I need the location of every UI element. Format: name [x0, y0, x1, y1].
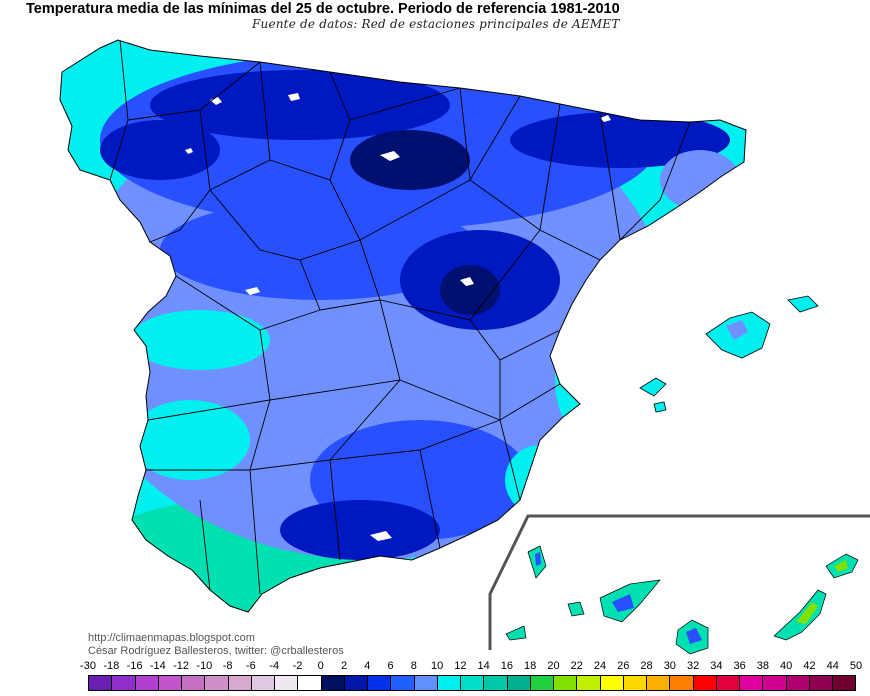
pyrenees-zone	[510, 112, 730, 168]
legend-label: 24	[593, 660, 607, 672]
legend-label: -8	[222, 660, 233, 672]
galicia-interior-zone	[100, 120, 220, 180]
legend-swatch	[507, 676, 531, 690]
legend-swatch	[763, 676, 787, 690]
tajo-valley-zone	[130, 310, 270, 370]
legend-swatch	[623, 676, 647, 690]
sierra-nevada-zone	[280, 500, 440, 560]
province-borders	[109, 40, 691, 595]
legend-swatch	[205, 676, 229, 690]
legend-swatch	[600, 676, 624, 690]
legend-label: -2	[292, 660, 303, 672]
legend-label: 22	[570, 660, 583, 672]
map-title: Temperatura media de las mínimas del 25 …	[26, 1, 620, 17]
canary-islands-inset	[488, 514, 870, 655]
legend-label: 32	[686, 660, 700, 672]
map-subtitle: Fuente de datos: Red de estaciones princ…	[252, 17, 620, 31]
legend-labels: -30 -18 -16 -14 -12 -10 -8 -6 -4 -2 0 2 4 6 8 10 12 14 16 1…	[0, 660, 870, 674]
legend-swatch	[484, 676, 508, 690]
legend-label: 14	[477, 660, 490, 672]
blog-url[interactable]: http://climaenmapas.blogspot.com	[88, 632, 255, 644]
cantabrian-zone	[150, 70, 450, 140]
legend-swatch	[716, 676, 740, 690]
legend-label: 6	[387, 660, 394, 672]
la-gomera	[567, 601, 585, 617]
legend-label: 50	[849, 660, 863, 672]
legend-label: 20	[547, 660, 560, 672]
legend-swatch	[298, 676, 322, 690]
legend-label: 0	[317, 660, 324, 672]
legend-label: -30	[80, 660, 96, 672]
inset-frame	[488, 514, 870, 650]
legend-label: 42	[803, 660, 816, 672]
legend-label: 10	[430, 660, 444, 672]
legend-swatch	[530, 676, 554, 690]
legend-swatch	[833, 676, 856, 690]
legend-swatch	[414, 676, 438, 690]
legend-label: 40	[780, 660, 793, 672]
burgos-zone	[350, 130, 470, 190]
legend-swatch	[228, 676, 252, 690]
legend-swatch	[554, 676, 578, 690]
legend-swatch	[391, 676, 415, 690]
legend-label: 2	[340, 660, 348, 672]
legend-swatch	[321, 676, 345, 690]
legend-swatch	[251, 676, 275, 690]
el-hierro	[505, 625, 527, 641]
legend-label: 26	[617, 660, 630, 672]
legend-swatch	[647, 676, 671, 690]
guadiana-valley-zone	[130, 400, 250, 480]
legend-label: -4	[269, 660, 280, 672]
legend-swatch	[344, 676, 368, 690]
balearic-islands	[639, 295, 819, 413]
legend-swatch	[112, 676, 136, 690]
legend-label: -18	[103, 660, 120, 672]
legend-swatch	[693, 676, 717, 690]
temperature-map	[59, 39, 870, 655]
legend-label: 34	[710, 660, 723, 672]
peninsula-coastline	[59, 39, 747, 613]
menorca	[787, 295, 819, 313]
legend-label: -12	[173, 660, 190, 672]
legend-swatch	[437, 676, 461, 690]
credits: http://climaenmapas.blogspot.com César R…	[88, 632, 344, 657]
legend-label: 38	[756, 660, 770, 672]
legend-swatch	[809, 676, 833, 690]
legend-swatch	[461, 676, 485, 690]
legend-label: -10	[196, 660, 213, 672]
legend-swatch	[786, 676, 810, 690]
legend-label: 16	[500, 660, 514, 672]
legend-label: 4	[364, 660, 371, 672]
legend-swatch	[158, 676, 182, 690]
legend-swatch	[670, 676, 694, 690]
legend-label: -16	[126, 660, 143, 672]
legend-label: 28	[640, 660, 653, 672]
author-credit: César Rodríguez Ballesteros, twitter: @c…	[88, 644, 344, 657]
legend-label: 18	[524, 660, 537, 672]
legend-swatch	[182, 676, 206, 690]
central-system-zone	[160, 200, 480, 300]
valencia-coast-zone	[555, 320, 625, 440]
teruel-cuenca-zone	[440, 265, 500, 315]
color-legend	[88, 675, 856, 691]
legend-label: 30	[663, 660, 676, 672]
galicia-coast-zone	[60, 50, 140, 90]
legend-label: 36	[733, 660, 746, 672]
legend-swatch	[89, 676, 113, 690]
legend-swatch	[135, 676, 159, 690]
formentera	[653, 401, 667, 413]
legend-label: 44	[826, 660, 839, 672]
fuerteventura	[773, 589, 827, 641]
legend-swatch	[740, 676, 764, 690]
catalonia-zone	[660, 150, 740, 210]
legend-label: -6	[246, 660, 256, 672]
legend-swatch	[577, 676, 601, 690]
legend-label: 8	[410, 660, 417, 672]
legend-swatch	[368, 676, 392, 690]
mallorca-mountains	[726, 320, 748, 340]
legend-label: -14	[149, 660, 166, 672]
legend-label: 12	[454, 660, 467, 672]
ibiza	[639, 377, 667, 397]
legend-swatch	[275, 676, 299, 690]
